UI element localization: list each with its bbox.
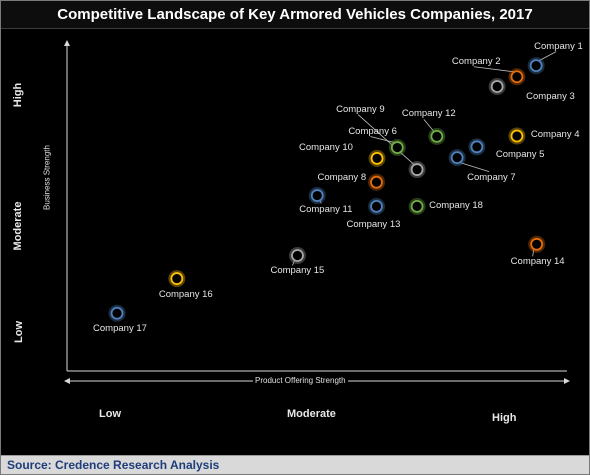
company-10-point-halo [368, 149, 386, 167]
company-7-point [450, 151, 464, 165]
company-18-point [410, 199, 424, 213]
company-13-point [370, 199, 383, 213]
company-18-point-halo [408, 197, 426, 215]
company-8-point-halo [368, 173, 386, 191]
source-note: Source: Credence Research Analysis [1, 455, 589, 474]
company-17-point-halo [108, 304, 126, 322]
company-12-connector [423, 119, 435, 132]
company-2-connector [473, 66, 514, 73]
company-12-point [430, 129, 444, 143]
company-16-point [170, 272, 184, 285]
company-12-point-halo [428, 127, 446, 145]
company-5-point-halo [468, 138, 486, 156]
company-2-point [510, 70, 524, 84]
company-13-point-halo [368, 197, 386, 215]
company-15-connector [292, 260, 295, 266]
company-5-point [470, 140, 484, 154]
company-7-connector [460, 162, 490, 173]
data-points [108, 57, 546, 322]
company-6-point-halo [388, 139, 406, 157]
company-1-connector [538, 51, 557, 61]
company-6-point [390, 141, 404, 154]
company-1-point-halo [527, 57, 545, 75]
company-1-point [529, 59, 543, 72]
company-17-point [110, 306, 124, 320]
company-7-point-halo [448, 149, 466, 167]
company-3-point [490, 80, 504, 93]
company-9-point-halo [408, 161, 426, 179]
company-4-point [510, 129, 524, 143]
company-2-point-halo [508, 68, 526, 86]
plot-area [64, 40, 570, 384]
company-15-point [291, 249, 304, 262]
company-6-connector [370, 136, 395, 143]
company-14-point [530, 237, 544, 251]
company-4-point-halo [508, 127, 526, 145]
company-10-point [370, 151, 384, 165]
company-14-connector [532, 249, 535, 257]
company-11-point-halo [308, 187, 326, 205]
chart-title: Competitive Landscape of Key Armored Veh… [1, 1, 589, 29]
company-9-connector [357, 114, 415, 165]
company-15-point-halo [288, 246, 306, 264]
company-16-point-halo [168, 270, 186, 288]
company-9-point [410, 163, 424, 176]
label-connectors [292, 51, 557, 266]
company-3-point-halo [488, 78, 506, 96]
company-14-point-halo [528, 235, 546, 253]
company-11-point [310, 189, 324, 202]
company-8-point [370, 175, 383, 189]
